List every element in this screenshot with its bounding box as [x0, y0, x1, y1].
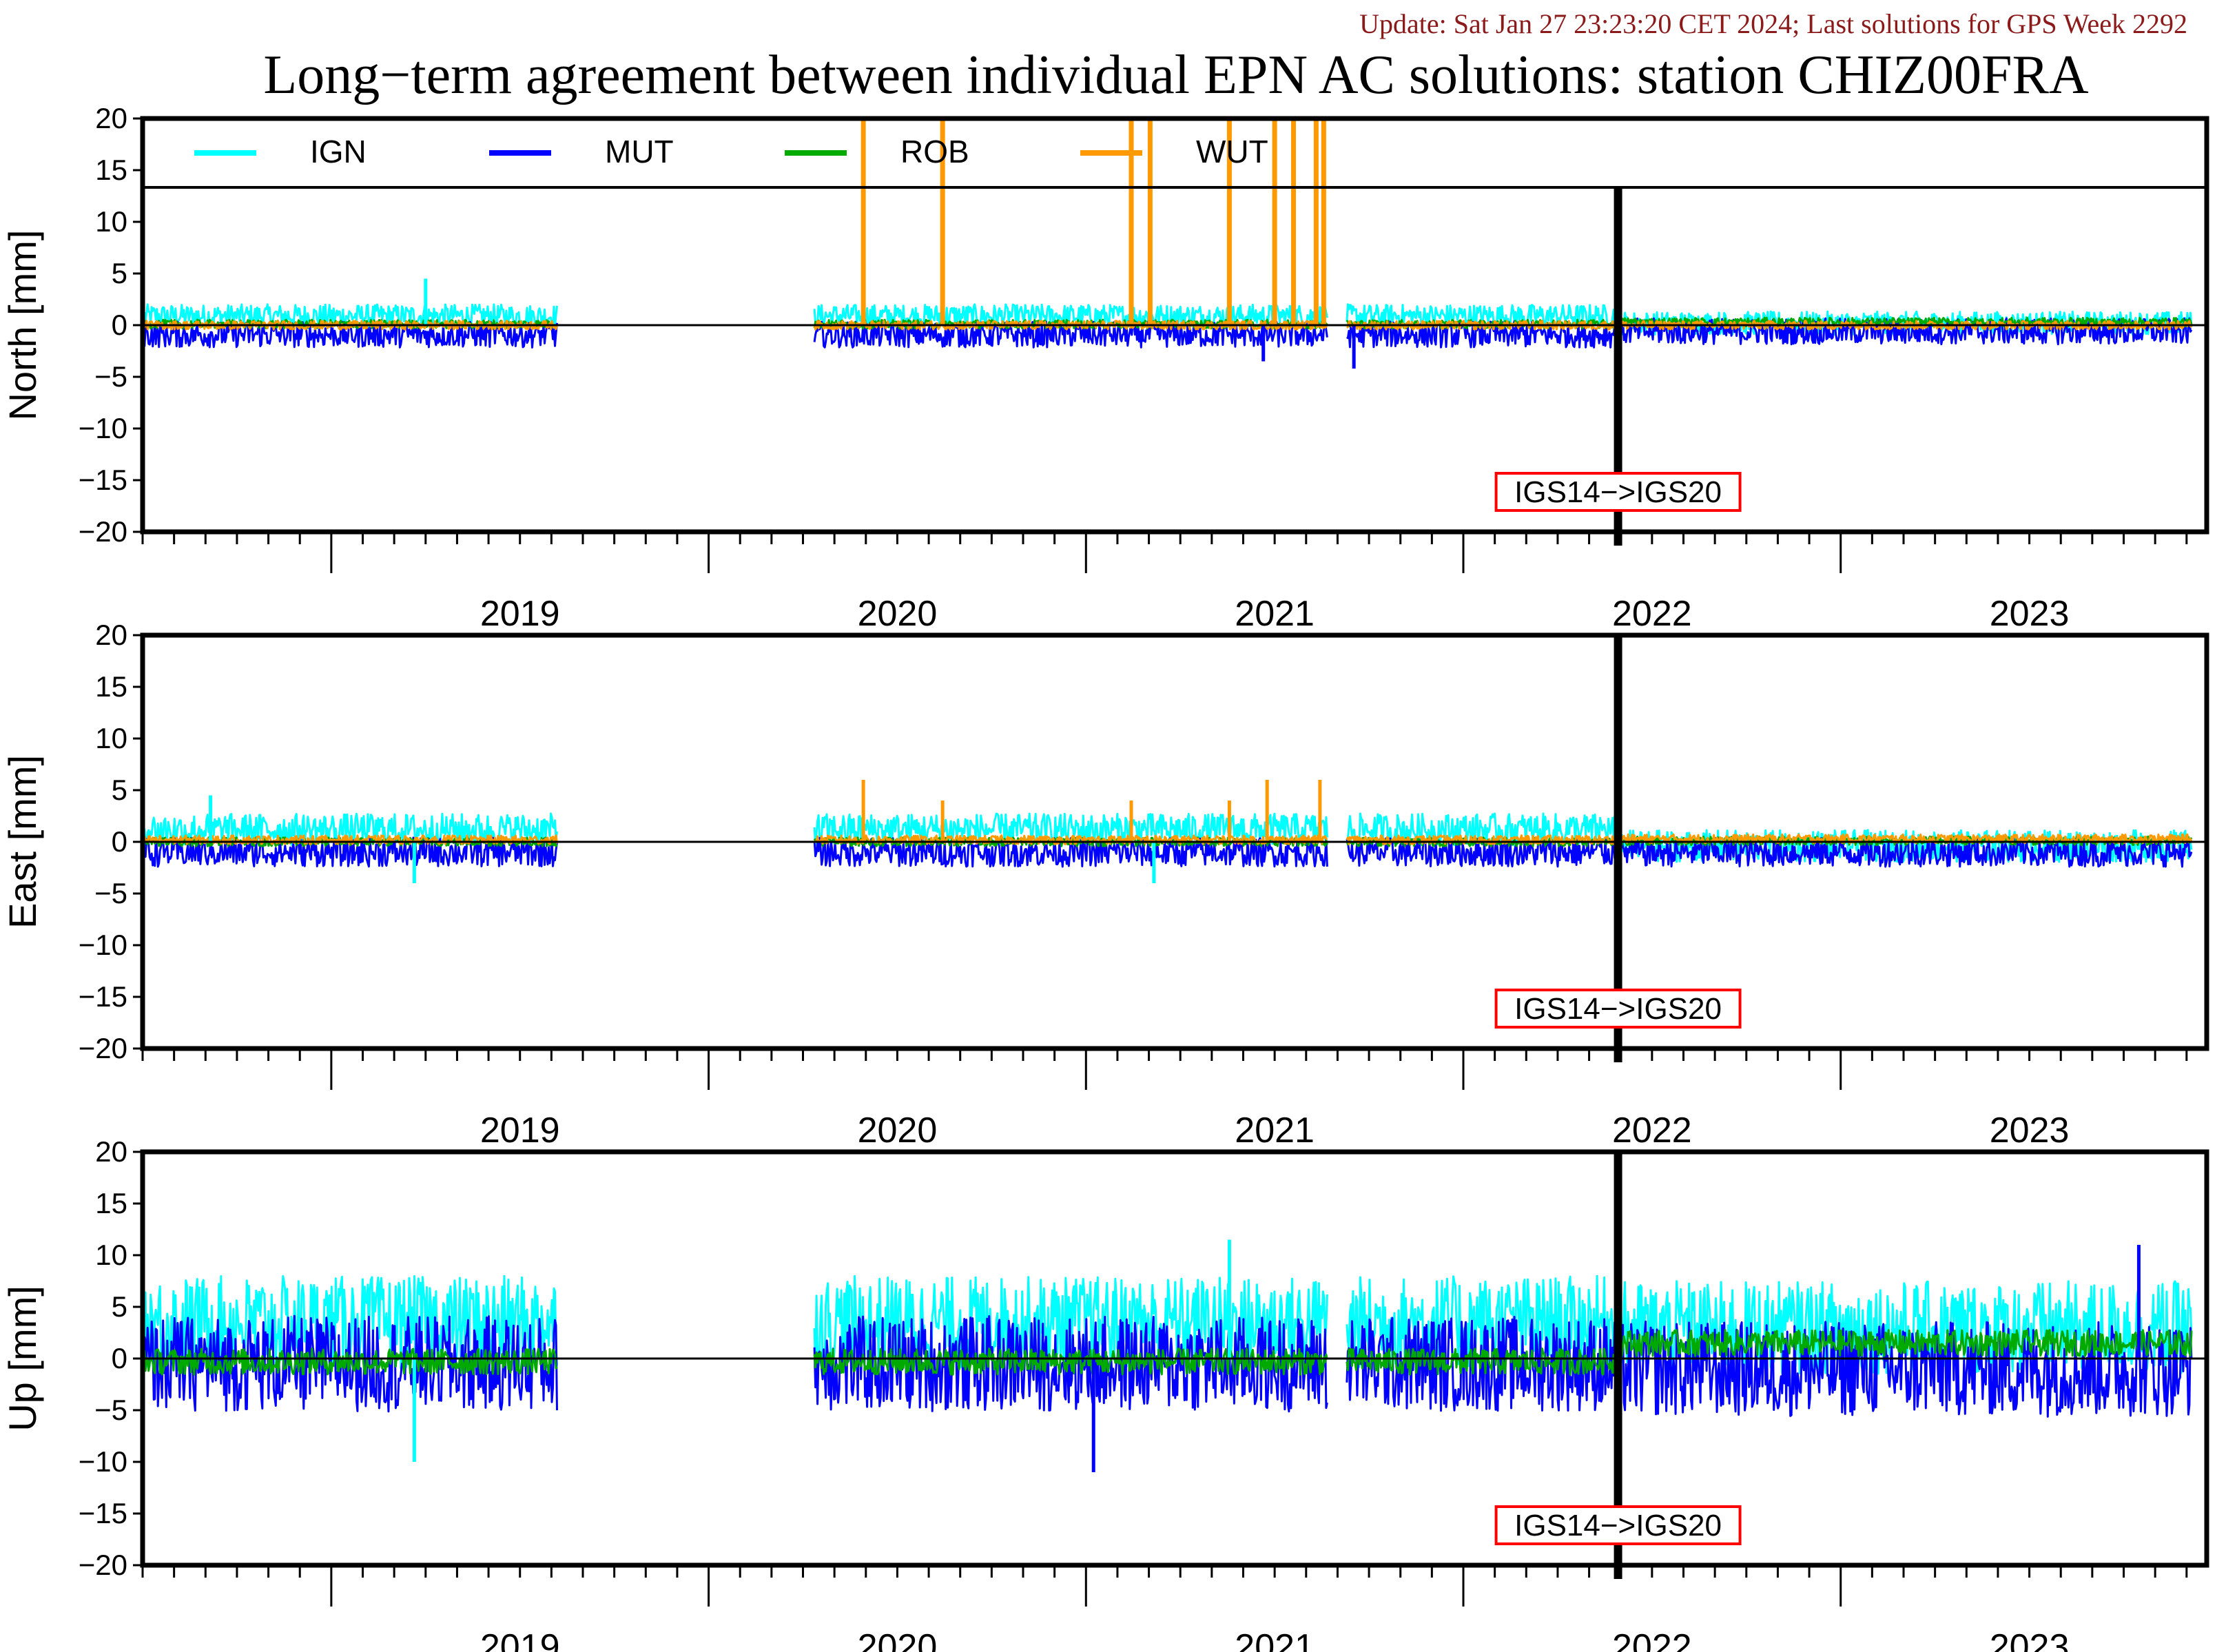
- reference-change-label: IGS14−>IGS20: [1514, 992, 1722, 1026]
- y-tick-label: −20: [79, 1549, 127, 1581]
- y-tick-label: 0: [112, 825, 127, 858]
- y-tick-label: 0: [112, 1342, 127, 1374]
- y-tick-label: −15: [79, 464, 127, 496]
- y-tick-label: −5: [94, 360, 127, 393]
- reference-change-box: [1494, 1505, 1742, 1545]
- y-tick-label: 10: [95, 205, 127, 238]
- panels: 20 15 10 5 0 −5 −10 −15 −20 North [mm] IGS14−>IGS2…: [1, 102, 2209, 1652]
- panel-frame: [140, 632, 2209, 1051]
- y-tick-label: 5: [112, 257, 127, 289]
- panel-up: 20 15 10 5 0 −5 −10 −15 −20 Up [mm] IGS14−>IGS20 20…: [1, 1135, 2209, 1652]
- legend-label-mut: MUT: [605, 134, 674, 169]
- x-year-label: 2022: [1612, 594, 1692, 634]
- x-year-label: 2023: [1990, 1627, 2070, 1652]
- x-year-label: 2020: [858, 1627, 938, 1652]
- y-tick-label: −10: [79, 1445, 127, 1478]
- reference-change-label: IGS14−>IGS20: [1514, 475, 1722, 509]
- y-tick-label: 0: [112, 309, 127, 341]
- x-year-label: 2022: [1612, 1111, 1692, 1150]
- reference-change-label: IGS14−>IGS20: [1514, 1509, 1722, 1542]
- y-tick-label: −15: [79, 980, 127, 1013]
- y-tick-label: −5: [94, 1394, 127, 1426]
- y-axis-label: East [mm]: [1, 755, 44, 929]
- x-year-label: 2019: [480, 594, 560, 634]
- panel-north: 20 15 10 5 0 −5 −10 −15 −20 North [mm] IGS14−>IGS2…: [1, 102, 2209, 634]
- x-year-label: 2021: [1235, 1111, 1315, 1150]
- y-tick-label: 5: [112, 774, 127, 806]
- y-tick-label: 20: [95, 1135, 127, 1168]
- x-year-label: 2020: [858, 594, 938, 634]
- y-tick-label: 15: [95, 1187, 127, 1219]
- y-tick-label: 5: [112, 1290, 127, 1323]
- panel-east: 20 15 10 5 0 −5 −10 −15 −20 East [mm] IGS14−>IGS20…: [1, 619, 2209, 1150]
- y-tick-label: 20: [95, 102, 127, 134]
- legend-label-ign: IGN: [310, 134, 367, 169]
- y-tick-label: 20: [95, 619, 127, 651]
- reference-change-box: [1494, 472, 1742, 512]
- x-year-label: 2021: [1235, 594, 1315, 634]
- y-tick-label: −20: [79, 1032, 127, 1064]
- y-tick-label: −10: [79, 412, 127, 444]
- y-axis-label: North [mm]: [1, 230, 44, 421]
- x-year-label: 2023: [1990, 594, 2070, 634]
- y-tick-label: −5: [94, 877, 127, 909]
- x-year-label: 2023: [1990, 1111, 2070, 1150]
- chart-title: Long−term agreement between individual E…: [263, 45, 2088, 105]
- y-tick-label: 15: [95, 154, 127, 186]
- y-tick-label: −15: [79, 1497, 127, 1529]
- y-tick-label: −10: [79, 929, 127, 961]
- x-year-label: 2019: [480, 1627, 560, 1652]
- x-year-label: 2022: [1612, 1627, 1692, 1652]
- legend-label-wut: WUT: [1196, 134, 1268, 169]
- y-tick-label: 10: [95, 1239, 127, 1271]
- panel-frame: [140, 116, 2209, 535]
- legend-label-rob: ROB: [900, 134, 969, 169]
- y-axis-label: Up [mm]: [1, 1286, 44, 1432]
- y-tick-label: 15: [95, 670, 127, 703]
- x-year-label: 2021: [1235, 1627, 1315, 1652]
- legend-area: [143, 118, 2207, 187]
- update-note: Update: Sat Jan 27 23:23:20 CET 2024; La…: [1359, 8, 2187, 39]
- panel-frame: [140, 1149, 2209, 1568]
- x-year-label: 2019: [480, 1111, 560, 1150]
- y-tick-label: 10: [95, 722, 127, 754]
- reference-change-box: [1494, 989, 1742, 1029]
- y-tick-label: −20: [79, 515, 127, 548]
- x-year-label: 2020: [858, 1111, 938, 1150]
